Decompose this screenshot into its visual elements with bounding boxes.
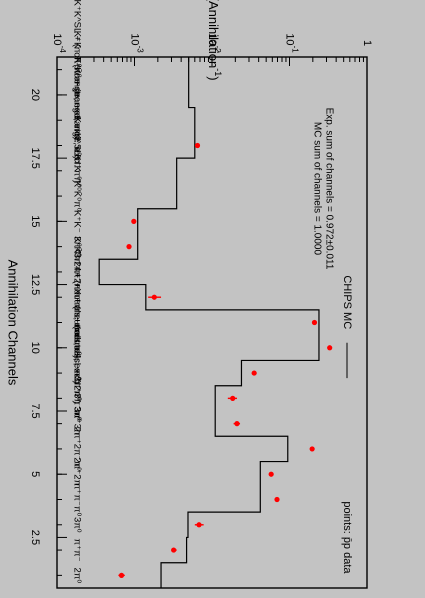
data-point	[268, 471, 274, 477]
annotations: points: p̄p data CHIPS MC Exp. sum of chan…	[311, 108, 353, 575]
points-legend-label: points: p̄p data	[341, 501, 353, 574]
axis-ticks	[56, 57, 364, 576]
channel-label: K⁰K̄⁰π⁰	[71, 181, 82, 212]
data-marker	[327, 345, 333, 351]
tick-label-exponent: -2	[213, 46, 222, 54]
channel-label: π⁺π⁻	[71, 539, 82, 562]
chips-mc-series	[98, 57, 320, 588]
value-axis-tick-label: 10-1	[284, 33, 300, 53]
channel-label: K⁺K^SL + (non-strange, excl. π⁺)	[71, 0, 82, 140]
channel-label: 3π⁺3π⁻π⁰	[71, 376, 82, 420]
tick-label-exponent: -4	[58, 46, 67, 54]
data-marker	[131, 218, 137, 224]
chips-mc-step-line	[98, 57, 320, 588]
channel-labels: 2π⁰π⁺π⁻3π⁰π⁺π⁻π⁰2π⁺2π⁻2π⁺2π⁻π⁰3π⁺3π⁻3π⁺3…	[71, 0, 82, 583]
value-axis-tick-label: 10-3	[129, 33, 145, 53]
tick-label-exponent: -3	[135, 46, 144, 54]
data-marker	[230, 395, 236, 401]
channel-label: K⁰K̄⁰	[71, 236, 82, 256]
tick-label-base: 10	[51, 33, 63, 45]
channel-axis-tick-label: 2.5	[29, 530, 41, 545]
channel-axis-tick-label: 17.5	[29, 147, 41, 168]
channel-label: 2π⁺2π⁻π⁰	[71, 427, 82, 471]
tick-label-base: 10	[206, 33, 218, 45]
value-axis-tick-label: 10-4	[51, 33, 67, 53]
channel-label: 2π⁰	[71, 568, 82, 584]
data-point	[131, 218, 137, 224]
data-point	[171, 547, 177, 553]
data-marker	[251, 370, 257, 376]
data-marker	[171, 547, 177, 553]
channel-axis-tick-label: 15	[29, 215, 41, 227]
channel-label: 2π⁺2π⁻	[71, 457, 82, 491]
data-marker	[274, 496, 280, 503]
channel-axis-tick-label: 7.5	[29, 403, 41, 418]
value-axis-title-sup: -1	[213, 68, 223, 76]
data-marker	[151, 294, 157, 300]
mc-sum-label: MC sum of channels = 1.0000	[311, 122, 322, 256]
channel-label: π⁺π⁻π⁰	[71, 483, 82, 517]
value-axis-tick-label: 1	[361, 40, 373, 46]
data-marker	[311, 319, 318, 326]
data-marker	[194, 142, 201, 149]
data-point	[311, 319, 318, 326]
data-point	[251, 370, 257, 376]
data-marker	[234, 421, 240, 427]
data-point	[227, 395, 237, 401]
tick-label-base: 10	[129, 33, 141, 45]
data-point	[148, 294, 162, 300]
exp-sum-label: Exp. sum of channels = 0.972±0.011	[323, 108, 334, 270]
tick-label-base: 10	[284, 33, 296, 45]
value-axis-title-paren: (Annihilation	[206, 0, 221, 68]
channel-axis-tick-label: 5	[29, 471, 41, 477]
channel-label: K⁺K⁻π⁰	[71, 154, 82, 187]
value-axis-tick-labels: 10-410-310-210-11	[51, 33, 373, 53]
channel-label: 3π⁰	[71, 517, 82, 533]
channel-label: 3π⁺3π⁻	[71, 407, 82, 441]
data-point	[118, 572, 125, 578]
data-point	[194, 522, 204, 528]
channel-axis-tick-label: 12.5	[29, 274, 41, 295]
channel-axis-tick-label: 10	[29, 342, 41, 354]
value-axis-title-close: )	[206, 76, 221, 80]
channel-label: 2π⁺2π⁻ + (neutrals, excl. π⁰)	[71, 261, 82, 383]
data-point	[233, 421, 241, 427]
channel-axis-tick-labels: 2.5 5 7.5 10 12.5 15 17.5 20	[29, 89, 41, 545]
axis-titles: dN/NA (Annihilation-1) Annihilation Chann…	[6, 0, 223, 386]
channel-label: 4π⁺4π⁻+X	[71, 249, 82, 295]
data-point	[309, 446, 315, 452]
data-point	[126, 244, 132, 250]
channel-axis-tick-label: 20	[29, 89, 41, 101]
data-marker	[309, 446, 315, 452]
channel-label: K⁺K⁻ + (non-strange, excl. π⁰)	[71, 31, 82, 159]
channel-label: K⁰K̄⁰ + (non-strange, excl. π⁰)	[71, 57, 82, 183]
data-marker	[118, 572, 125, 578]
mc-legend-label: CHIPS MC	[341, 275, 353, 329]
data-point	[194, 142, 201, 149]
pbar-p-data-series	[118, 142, 333, 578]
channel-axis-title: Annihilation Channels	[6, 260, 21, 386]
data-marker	[268, 471, 274, 477]
tick-label-base: 1	[361, 40, 373, 46]
channel-label: π⁺π⁻ + (neutrals, excl. π⁰)	[71, 292, 82, 404]
channel-label: K⁻⁺K^SL π⁺⁻	[71, 117, 82, 175]
value-axis-title: dN/NA (Annihilation-1)	[205, 0, 223, 81]
channel-label: neutrals, excl. 2π⁰, 3π⁰	[71, 324, 82, 422]
data-point	[274, 496, 280, 503]
value-axis-tick-label: 10-2	[206, 33, 222, 53]
data-point	[327, 345, 333, 351]
tick-label-exponent: -1	[290, 46, 299, 54]
data-marker	[126, 244, 132, 250]
channel-label: K⁺K⁻	[71, 210, 82, 233]
data-marker	[196, 522, 202, 528]
channel-label: 3π⁺3π⁻ + (neutrals, excl. π⁰)	[71, 236, 82, 358]
